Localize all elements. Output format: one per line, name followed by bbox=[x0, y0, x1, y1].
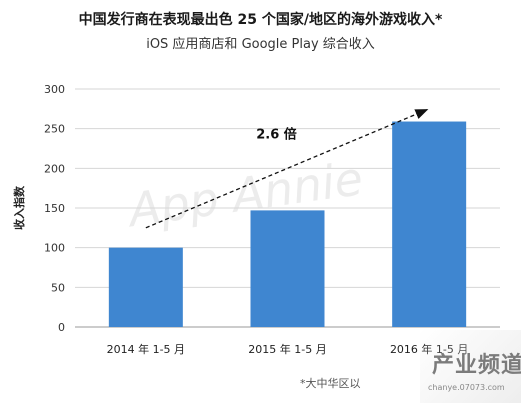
site-badge-bg bbox=[420, 330, 521, 403]
site-url: chanye.07073.com bbox=[428, 383, 505, 392]
y-tick-label: 50 bbox=[51, 281, 65, 294]
y-tick-label: 250 bbox=[44, 123, 65, 136]
watermark-logo: App Annie bbox=[123, 151, 367, 238]
chart-title: 中国发行商在表现最出色 25 个国家/地区的海外游戏收入* bbox=[78, 12, 443, 28]
bar bbox=[250, 210, 325, 327]
site-logo: 产业频道 bbox=[432, 353, 521, 378]
y-tick-label: 100 bbox=[44, 242, 65, 255]
y-axis-title: 收入指数 bbox=[12, 185, 26, 230]
x-tick-label: 2014 年 1-5 月 bbox=[107, 342, 185, 356]
y-tick-label: 300 bbox=[44, 83, 65, 96]
trend-arrow bbox=[145, 109, 429, 229]
x-tick-label: 2015 年 1-5 月 bbox=[248, 342, 326, 356]
y-tick-label: 0 bbox=[58, 321, 65, 334]
y-tick-label: 150 bbox=[44, 202, 65, 215]
y-tick-label: 200 bbox=[44, 162, 65, 175]
trend-annotation: 2.6 倍 bbox=[256, 127, 297, 143]
bar bbox=[392, 121, 467, 327]
footnote: *大中华区以 bbox=[300, 377, 361, 390]
chart-subtitle: iOS 应用商店和 Google Play 综合收入 bbox=[146, 37, 375, 52]
bar bbox=[108, 247, 183, 327]
